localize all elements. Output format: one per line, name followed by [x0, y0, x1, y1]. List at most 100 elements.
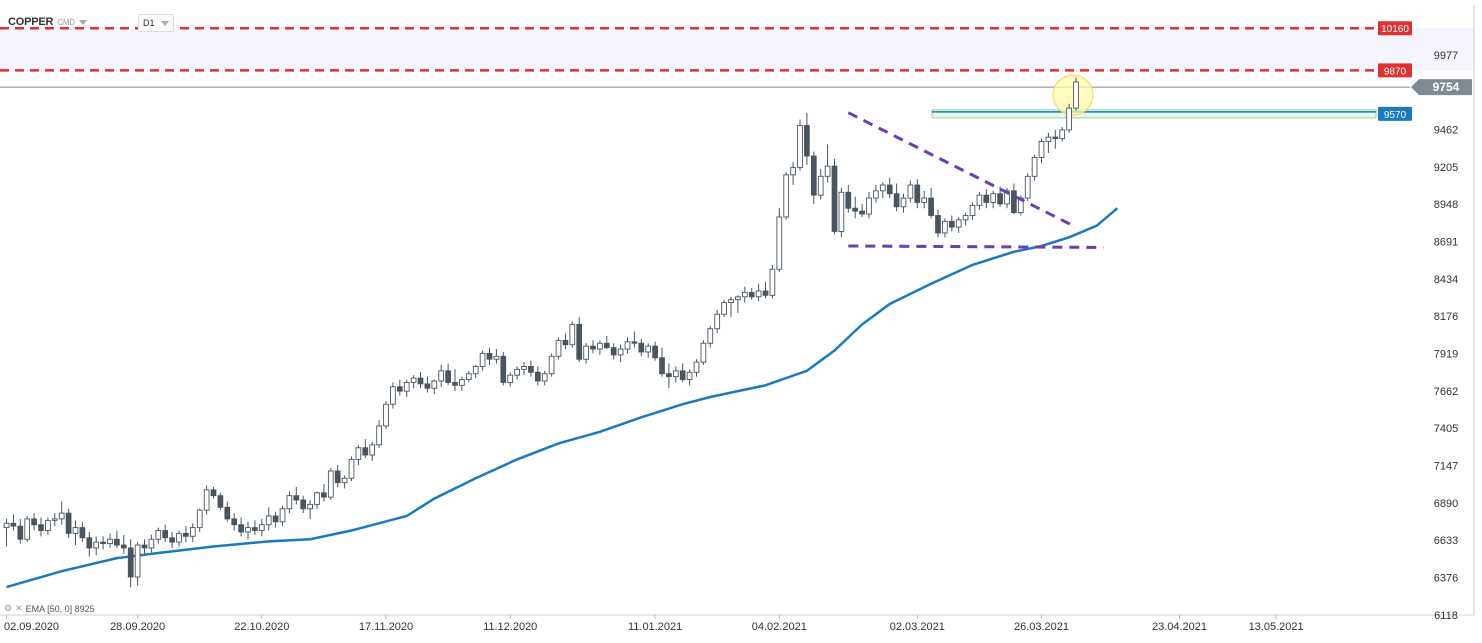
candle-153	[1059, 126, 1066, 142]
candle-122	[845, 185, 852, 213]
close-icon[interactable]: ✕	[15, 603, 23, 613]
candle-8	[58, 501, 65, 525]
candle-2	[17, 518, 24, 544]
candle-100	[693, 359, 700, 377]
candle-118	[817, 169, 824, 200]
candle-59	[410, 375, 417, 389]
candle-139	[962, 212, 969, 226]
candle-29	[203, 485, 210, 515]
settings-icon[interactable]: ⚙	[4, 603, 13, 613]
candle-143	[990, 190, 997, 209]
candle-72	[500, 351, 507, 386]
candle-67	[465, 370, 472, 383]
x-axis-ticks: 02.09.2020 28.09.2020 22.10.2020 17.11.2020…	[4, 615, 1304, 633]
candle-25	[176, 530, 182, 547]
candle-132	[914, 179, 921, 209]
candle-91	[631, 331, 638, 348]
candle-39	[272, 511, 279, 528]
candle-119	[824, 144, 831, 183]
candle-47	[327, 468, 334, 501]
candle-52	[362, 439, 369, 458]
candle-62	[431, 379, 438, 395]
candles	[3, 77, 1079, 588]
candle-6	[45, 517, 51, 535]
candle-20	[141, 539, 148, 554]
candle-125	[866, 192, 872, 219]
candle-109	[755, 283, 762, 302]
candle-96	[666, 363, 672, 389]
x-tick-label-10: 13.05.2021	[1249, 621, 1304, 633]
candle-127	[879, 182, 886, 199]
candle-26	[183, 526, 189, 543]
candle-106	[735, 295, 741, 313]
candle-133	[921, 190, 928, 209]
candle-78	[541, 370, 548, 386]
candle-85	[590, 340, 596, 354]
candle-105	[728, 296, 734, 318]
candle-146	[1011, 183, 1017, 215]
chevron-down-icon	[160, 20, 169, 26]
symbol-selector[interactable]: COPPER CMD	[8, 12, 87, 32]
candle-117	[810, 151, 817, 204]
indicator-legend: ⚙ ✕ EMA [50, 0] 8925	[4, 603, 95, 614]
candle-111	[769, 264, 776, 299]
y-tick-label-11: 6890	[1434, 498, 1458, 510]
candle-11	[79, 521, 86, 543]
x-tick-label-7: 02.03.2021	[890, 621, 945, 633]
candle-60	[417, 372, 424, 389]
candle-110	[762, 282, 769, 299]
candle-10	[72, 520, 79, 546]
y-axis-ticks: 9977 9462 9205 8948 8691 8434 8176 7919 7662 7405…	[1434, 50, 1458, 622]
svg-text:9570: 9570	[1384, 110, 1407, 121]
candle-116	[804, 112, 810, 165]
candle-101	[700, 340, 707, 366]
candle-103	[714, 309, 721, 334]
candle-36	[252, 520, 258, 535]
y-tick-label-13: 6376	[1434, 573, 1458, 585]
y-tick-label-1: 9462	[1434, 125, 1458, 137]
y-tick-label-5: 8434	[1434, 274, 1458, 286]
candle-41	[286, 491, 293, 514]
candle-134	[928, 187, 934, 219]
candle-114	[790, 161, 796, 186]
candle-49	[341, 475, 348, 489]
trendline-base	[848, 244, 1104, 249]
candle-137	[948, 215, 955, 232]
candle-27	[189, 523, 196, 543]
candle-32	[224, 501, 231, 522]
candle-150	[1038, 138, 1045, 164]
candle-124	[859, 203, 865, 217]
candle-45	[314, 491, 320, 509]
candle-113	[783, 171, 790, 220]
candle-151	[1045, 132, 1052, 154]
candle-90	[624, 337, 631, 354]
timeframe-selector[interactable]: D1	[138, 14, 174, 32]
candle-69	[479, 350, 486, 371]
candle-115	[797, 119, 803, 171]
candle-99	[686, 369, 693, 386]
svg-text:9754: 9754	[1433, 80, 1460, 94]
candle-104	[721, 299, 727, 318]
candle-54	[376, 420, 382, 448]
candle-92	[638, 338, 645, 357]
candle-73	[507, 372, 514, 387]
candle-65	[452, 369, 458, 392]
svg-text:9870: 9870	[1384, 66, 1407, 77]
candle-112	[776, 208, 783, 273]
ema-line	[6, 207, 1119, 589]
candle-4	[31, 513, 37, 531]
candle-33	[231, 513, 238, 531]
candle-43	[300, 495, 307, 514]
candle-50	[348, 456, 355, 482]
candle-5	[38, 517, 44, 537]
y-tick-label-4: 8691	[1434, 236, 1458, 248]
candle-94	[652, 341, 658, 361]
candle-24	[169, 531, 175, 548]
candle-81	[562, 333, 569, 350]
candle-66	[459, 376, 465, 392]
candle-98	[679, 363, 686, 383]
candle-136	[942, 218, 948, 238]
candle-23	[162, 524, 169, 543]
highlight-marker	[1052, 74, 1094, 116]
